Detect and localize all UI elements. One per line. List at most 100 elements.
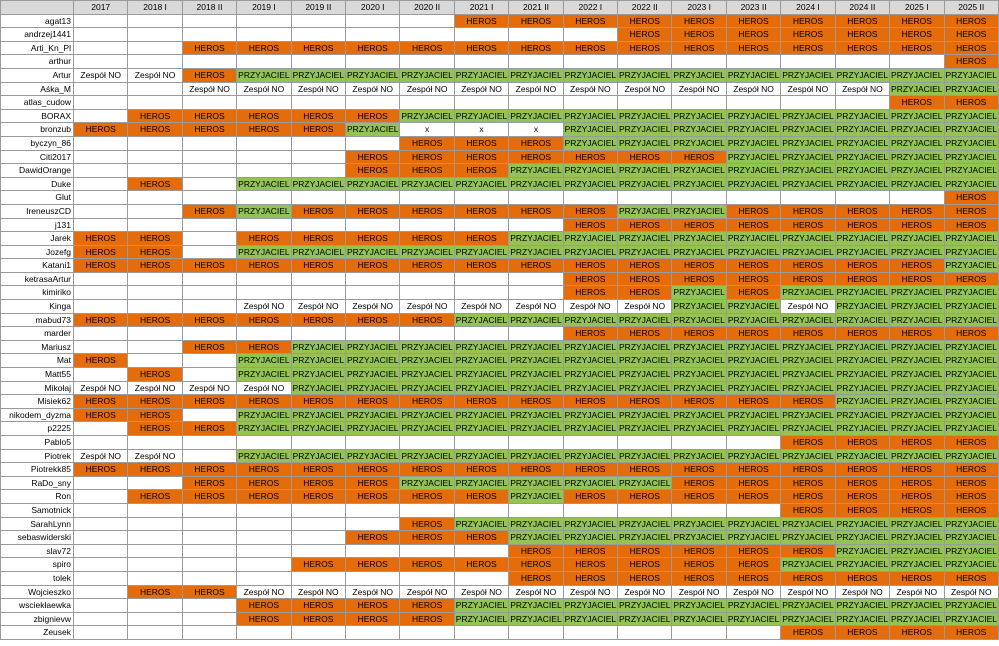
status-cell[interactable]: HEROS — [290, 231, 347, 246]
row-label[interactable]: Zeusek — [0, 625, 74, 640]
status-cell[interactable] — [127, 135, 183, 151]
status-cell[interactable]: PRZYJACIEL — [943, 339, 999, 355]
status-cell[interactable] — [72, 326, 129, 341]
status-cell[interactable]: PRZYJACIEL — [780, 611, 836, 627]
status-cell[interactable]: PRZYJACIEL — [671, 122, 727, 137]
status-cell[interactable]: HEROS — [290, 557, 347, 572]
status-cell[interactable]: HEROS — [725, 27, 782, 42]
status-cell[interactable]: HEROS — [562, 326, 619, 341]
status-cell[interactable]: PRZYJACIEL — [725, 353, 782, 369]
status-cell[interactable]: PRZYJACIEL — [562, 598, 619, 613]
status-cell[interactable] — [508, 217, 564, 233]
status-cell[interactable]: HEROS — [127, 231, 183, 246]
status-cell[interactable]: HEROS — [181, 108, 238, 124]
status-cell[interactable]: PRZYJACIEL — [725, 135, 782, 151]
status-cell[interactable]: HEROS — [834, 326, 891, 341]
status-cell[interactable] — [345, 326, 401, 341]
status-cell[interactable]: HEROS — [181, 421, 238, 436]
status-cell[interactable]: HEROS — [453, 530, 510, 545]
status-cell[interactable]: PRZYJACIEL — [780, 557, 836, 572]
status-cell[interactable]: PRZYJACIEL — [889, 163, 945, 178]
status-cell[interactable] — [181, 367, 238, 382]
status-cell[interactable]: PRZYJACIEL — [617, 244, 673, 260]
status-cell[interactable]: Zespół NO — [290, 584, 347, 600]
status-cell[interactable]: HEROS — [345, 163, 401, 178]
status-cell[interactable]: PRZYJACIEL — [943, 108, 999, 124]
status-cell[interactable]: HEROS — [236, 611, 292, 627]
status-cell[interactable] — [127, 557, 183, 572]
status-cell[interactable]: PRZYJACIEL — [345, 448, 401, 464]
status-cell[interactable]: PRZYJACIEL — [617, 231, 673, 246]
status-cell[interactable]: PRZYJACIEL — [834, 122, 891, 137]
status-cell[interactable] — [290, 502, 347, 518]
status-cell[interactable]: PRZYJACIEL — [290, 339, 347, 355]
status-cell[interactable]: HEROS — [943, 203, 999, 219]
status-cell[interactable]: HEROS — [508, 462, 564, 477]
status-cell[interactable] — [72, 489, 129, 504]
status-cell[interactable]: HEROS — [889, 489, 945, 504]
status-cell[interactable]: HEROS — [181, 339, 238, 355]
status-cell[interactable]: PRZYJACIEL — [671, 611, 727, 627]
status-cell[interactable]: PRZYJACIEL — [345, 244, 401, 260]
column-header[interactable]: 2023 I — [671, 0, 727, 15]
status-cell[interactable]: Zespół NO — [290, 81, 347, 97]
status-cell[interactable] — [453, 625, 510, 640]
status-cell[interactable]: PRZYJACIEL — [508, 312, 564, 328]
status-cell[interactable]: HEROS — [127, 489, 183, 504]
status-cell[interactable]: HEROS — [671, 217, 727, 233]
status-cell[interactable]: HEROS — [236, 258, 292, 273]
status-cell[interactable]: HEROS — [617, 326, 673, 341]
status-cell[interactable]: HEROS — [617, 557, 673, 572]
status-cell[interactable]: Zespół NO — [834, 81, 891, 97]
status-cell[interactable] — [236, 435, 292, 450]
status-cell[interactable]: HEROS — [508, 543, 564, 559]
status-cell[interactable] — [399, 27, 455, 42]
status-cell[interactable] — [290, 27, 347, 42]
status-cell[interactable]: PRZYJACIEL — [453, 598, 510, 613]
status-cell[interactable] — [725, 625, 782, 640]
status-cell[interactable]: PRZYJACIEL — [671, 598, 727, 613]
status-cell[interactable]: PRZYJACIEL — [453, 339, 510, 355]
status-cell[interactable]: HEROS — [671, 40, 727, 56]
status-cell[interactable]: HEROS — [399, 557, 455, 572]
status-cell[interactable] — [72, 339, 129, 355]
status-cell[interactable]: Zespół NO — [236, 380, 292, 396]
status-cell[interactable]: HEROS — [834, 475, 891, 491]
status-cell[interactable] — [290, 190, 347, 205]
status-cell[interactable]: PRZYJACIEL — [725, 244, 782, 260]
status-cell[interactable] — [345, 271, 401, 287]
status-cell[interactable]: PRZYJACIEL — [889, 312, 945, 328]
status-cell[interactable]: HEROS — [181, 122, 238, 137]
status-cell[interactable] — [508, 190, 564, 205]
status-cell[interactable] — [181, 190, 238, 205]
status-cell[interactable] — [453, 435, 510, 450]
status-cell[interactable]: PRZYJACIEL — [834, 611, 891, 627]
status-cell[interactable]: PRZYJACIEL — [399, 407, 455, 423]
status-cell[interactable]: PRZYJACIEL — [508, 380, 564, 396]
status-cell[interactable]: PRZYJACIEL — [834, 108, 891, 124]
status-cell[interactable]: PRZYJACIEL — [399, 380, 455, 396]
status-cell[interactable]: PRZYJACIEL — [236, 421, 292, 436]
status-cell[interactable]: HEROS — [290, 462, 347, 477]
status-cell[interactable]: HEROS — [453, 394, 510, 409]
status-cell[interactable]: HEROS — [834, 203, 891, 219]
status-cell[interactable]: Zespół NO — [399, 81, 455, 97]
status-cell[interactable] — [236, 530, 292, 545]
status-cell[interactable]: Zespół NO — [943, 584, 999, 600]
status-cell[interactable]: PRZYJACIEL — [725, 421, 782, 436]
row-label[interactable]: Katani1 — [0, 258, 74, 273]
status-cell[interactable] — [127, 339, 183, 355]
status-cell[interactable]: HEROS — [943, 27, 999, 42]
status-cell[interactable]: HEROS — [562, 13, 619, 29]
status-cell[interactable]: PRZYJACIEL — [399, 339, 455, 355]
status-cell[interactable]: HEROS — [399, 312, 455, 328]
status-cell[interactable]: PRZYJACIEL — [562, 475, 619, 491]
status-cell[interactable]: PRZYJACIEL — [780, 163, 836, 178]
status-cell[interactable]: PRZYJACIEL — [725, 231, 782, 246]
status-cell[interactable]: HEROS — [236, 339, 292, 355]
status-cell[interactable] — [181, 244, 238, 260]
status-cell[interactable]: PRZYJACIEL — [780, 380, 836, 396]
status-cell[interactable]: PRZYJACIEL — [508, 530, 564, 545]
status-cell[interactable]: HEROS — [617, 394, 673, 409]
status-cell[interactable]: PRZYJACIEL — [617, 407, 673, 423]
